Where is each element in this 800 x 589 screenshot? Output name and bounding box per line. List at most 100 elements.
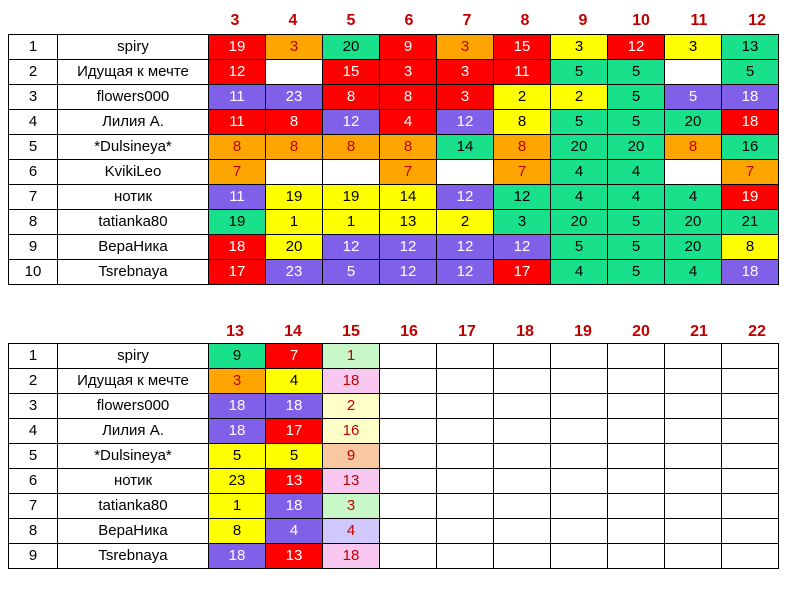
rank-cell: 6: [8, 159, 58, 185]
score-cell: 18: [265, 493, 323, 519]
score-cell: 7: [208, 159, 266, 185]
score-cell: [493, 518, 551, 544]
participant-name-cell: tatianka80: [57, 493, 209, 519]
rank-cell: 2: [8, 59, 58, 85]
score-cell: [664, 443, 722, 469]
score-cell: 12: [322, 109, 380, 135]
column-header-4: 4: [288, 12, 298, 29]
score-cell: 2: [550, 84, 608, 110]
participant-name-cell: *Dulsineya*: [57, 134, 209, 160]
rank-cell: 1: [8, 34, 58, 60]
score-cell: 7: [265, 343, 323, 369]
score-cell: 11: [493, 59, 551, 85]
score-cell: [721, 543, 779, 569]
score-cell: 13: [322, 468, 380, 494]
score-cell: 16: [721, 134, 779, 160]
score-cell: [664, 518, 722, 544]
participant-name-cell: tatianka80: [57, 209, 209, 235]
scores-table-1: 1 spiry 19 3 20 9 3 15 3 12 3 13 2 Идущая к мечте 12 15…: [8, 34, 779, 285]
score-cell: 3: [550, 34, 608, 60]
score-cell: [550, 543, 608, 569]
table-row: 9 Tsrebnaya 18 13 18: [8, 543, 779, 569]
column-header-11: 11: [690, 12, 708, 29]
score-cell: [550, 493, 608, 519]
score-cell: 16: [322, 418, 380, 444]
score-cell: [607, 368, 665, 394]
column-header-13: 13: [226, 323, 244, 340]
score-cell: 18: [721, 109, 779, 135]
score-cell: [607, 393, 665, 419]
score-cell: [379, 418, 437, 444]
score-cell: 2: [322, 393, 380, 419]
score-cell: 7: [493, 159, 551, 185]
score-cell: 12: [322, 234, 380, 260]
participant-name-cell: Идущая к мечте: [57, 368, 209, 394]
column-header-6: 6: [404, 12, 414, 29]
score-cell: [664, 393, 722, 419]
score-cell: 18: [322, 368, 380, 394]
score-cell: 23: [265, 259, 323, 285]
score-cell: 5: [208, 443, 266, 469]
score-cell: 4: [265, 368, 323, 394]
score-cell: 12: [436, 234, 494, 260]
score-cell: 4: [607, 159, 665, 185]
score-cell: [607, 543, 665, 569]
score-cell: [721, 343, 779, 369]
score-cell: [493, 443, 551, 469]
score-cell: 13: [265, 543, 323, 569]
score-cell: [379, 368, 437, 394]
score-cell: 5: [607, 84, 665, 110]
score-cell: 4: [664, 259, 722, 285]
score-cell: [721, 368, 779, 394]
column-header-8: 8: [520, 12, 530, 29]
score-cell: [322, 159, 380, 185]
score-cell: 21: [721, 209, 779, 235]
score-cell: 13: [379, 209, 437, 235]
column-header-3: 3: [230, 12, 240, 29]
score-cell: 5: [607, 234, 665, 260]
score-cell: 23: [265, 84, 323, 110]
score-cell: [493, 418, 551, 444]
table-row: 7 нотик 11 19 19 14 12 12 4 4 4 19: [8, 184, 779, 210]
table-row: 2 Идущая к мечте 12 15 3 3 11 5 5 5: [8, 59, 779, 85]
score-cell: 4: [322, 518, 380, 544]
score-cell: 1: [208, 493, 266, 519]
score-cell: 4: [664, 184, 722, 210]
table-row: 3 flowers000 18 18 2: [8, 393, 779, 419]
rank-cell: 5: [8, 134, 58, 160]
score-cell: 23: [208, 468, 266, 494]
score-cell: 12: [379, 259, 437, 285]
score-cell: [493, 543, 551, 569]
score-cell: [265, 159, 323, 185]
score-cell: 4: [550, 259, 608, 285]
score-cell: 11: [208, 184, 266, 210]
score-cell: 5: [265, 443, 323, 469]
score-cell: 8: [265, 109, 323, 135]
score-cell: 18: [265, 393, 323, 419]
score-cell: 18: [322, 543, 380, 569]
score-cell: 17: [265, 418, 323, 444]
score-cell: 5: [721, 59, 779, 85]
score-cell: [721, 468, 779, 494]
score-cell: 12: [208, 59, 266, 85]
score-cell: 3: [379, 59, 437, 85]
score-cell: 3: [436, 34, 494, 60]
participant-name-cell: *Dulsineya*: [57, 443, 209, 469]
score-cell: 12: [493, 234, 551, 260]
score-cell: 15: [322, 59, 380, 85]
score-cell: 5: [664, 84, 722, 110]
score-cell: 19: [208, 209, 266, 235]
score-cell: 18: [208, 543, 266, 569]
score-cell: [436, 368, 494, 394]
table-row: 3 flowers000 11 23 8 8 3 2 2 5 5 18: [8, 84, 779, 110]
score-cell: 9: [379, 34, 437, 60]
rank-cell: 3: [8, 84, 58, 110]
score-cell: 5: [550, 234, 608, 260]
score-cell: 20: [265, 234, 323, 260]
score-cell: [664, 468, 722, 494]
score-cell: 3: [265, 34, 323, 60]
scores-table-2: 1 spiry 9 7 1 2 Идущая к мечте 3 4 18 3 flowers000 1…: [8, 343, 779, 569]
rank-cell: 2: [8, 368, 58, 394]
score-cell: 8: [379, 134, 437, 160]
table-row: 4 Лилия А. 11 8 12 4 12 8 5 5 20 18: [8, 109, 779, 135]
